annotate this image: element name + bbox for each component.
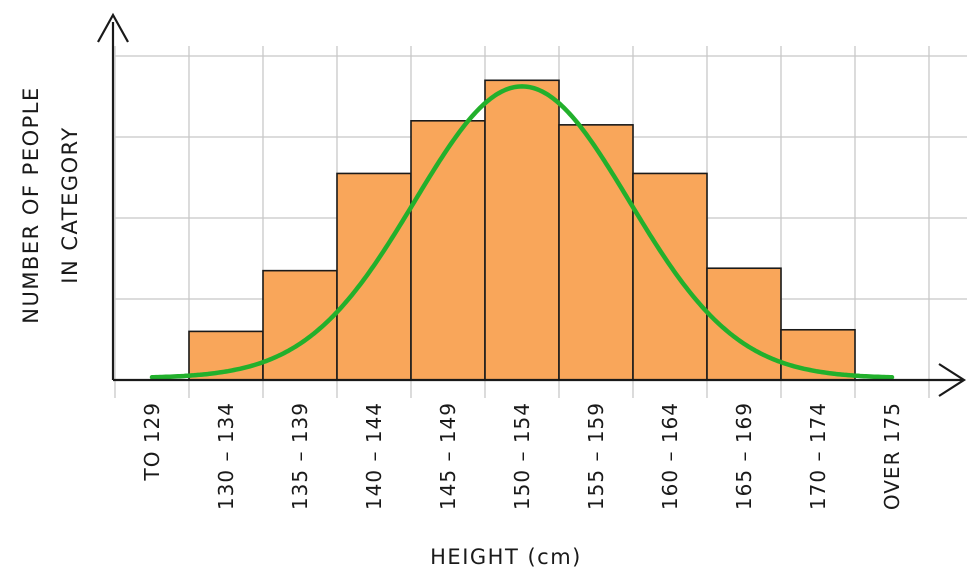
x-tick-label: OVER 175 (880, 402, 904, 510)
x-tick-label: 155 – 159 (584, 402, 608, 510)
bar-160-164 (632, 172, 708, 381)
curve-layer (149, 84, 895, 380)
y-axis-label-line-2: IN CATEGORY (58, 126, 82, 283)
x-axis-arrow-icon (938, 363, 967, 397)
x-tick-label: TO 129 (140, 402, 164, 482)
x-tick-label: 170 – 174 (806, 402, 830, 510)
y-axis-arrow-icon (97, 12, 129, 43)
bar-145-149 (410, 120, 486, 381)
y-axis-label-line-1: NUMBER OF PEOPLE (19, 86, 43, 324)
axes (97, 12, 967, 397)
normal-distribution-curve (149, 84, 895, 380)
x-tick-label: 140 – 144 (362, 402, 386, 510)
x-tick-label: 165 – 169 (732, 402, 756, 510)
bar-150-154 (484, 79, 560, 381)
x-tick-label: 150 – 154 (510, 402, 534, 510)
x-axis-label: HEIGHT (cm) (430, 545, 582, 569)
x-tick-label: 135 – 139 (288, 402, 312, 510)
bars (188, 79, 856, 381)
x-tick-label: 130 – 134 (214, 402, 238, 510)
bar-155-159 (558, 124, 634, 381)
x-tick-labels: TO 129 130 – 134 135 – 139 140 – 144 145 – 1… (140, 402, 904, 510)
x-tick-label: 160 – 164 (658, 402, 682, 510)
x-tick-label: 145 – 149 (436, 402, 460, 510)
bar-140-144 (336, 172, 412, 381)
